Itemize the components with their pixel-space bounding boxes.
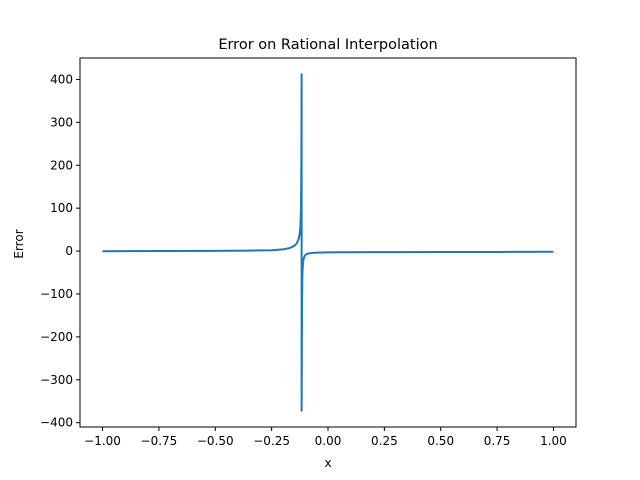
x-tick-label: −0.25: [253, 434, 290, 448]
y-tick-label: −100: [40, 287, 73, 301]
x-tick-label: −0.75: [141, 434, 178, 448]
y-tick-label: −200: [40, 330, 73, 344]
x-tick-label: −1.00: [84, 434, 121, 448]
y-tick-label: −300: [40, 373, 73, 387]
y-tick-label: 400: [50, 72, 73, 86]
x-tick-label: 0.25: [371, 434, 398, 448]
x-tick-label: 1.00: [540, 434, 567, 448]
y-tick-label: 200: [50, 158, 73, 172]
ticks: −1.00 −0.75 −0.50 −0.25 0.00 0.25 0.50 0.75 1.00…: [40, 72, 567, 448]
plot-area: [102, 73, 554, 412]
x-tick-label: 0.00: [315, 434, 342, 448]
x-axis-label: x: [324, 456, 331, 470]
chart-title: Error on Rational Interpolation: [218, 37, 437, 53]
x-tick-label: 0.50: [427, 434, 454, 448]
series-line: [102, 73, 554, 412]
y-tick-label: 300: [50, 115, 73, 129]
y-tick-label: 0: [65, 244, 73, 258]
y-tick-label: 100: [50, 201, 73, 215]
x-tick-label: 0.75: [484, 434, 511, 448]
y-axis-label: Error: [12, 229, 26, 258]
x-tick-label: −0.50: [197, 434, 234, 448]
y-tick-label: −400: [40, 416, 73, 430]
axes-frame: [79, 57, 577, 428]
